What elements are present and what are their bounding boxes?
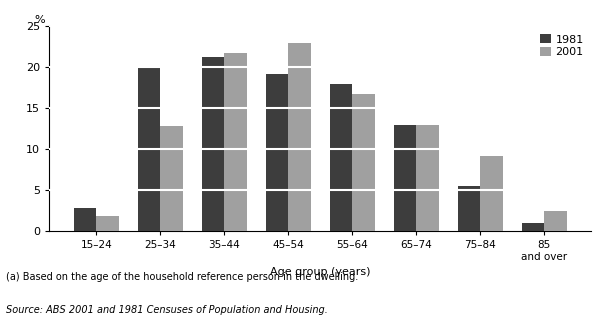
Bar <box>138 67 160 231</box>
Text: %: % <box>34 15 46 25</box>
Bar <box>480 156 503 231</box>
X-axis label: Age group (years): Age group (years) <box>270 267 371 277</box>
Bar <box>352 94 375 231</box>
Text: Source: ABS 2001 and 1981 Censuses of Population and Housing.: Source: ABS 2001 and 1981 Censuses of Po… <box>6 305 328 315</box>
Bar <box>458 186 480 231</box>
Bar <box>330 84 352 231</box>
Bar <box>545 211 567 231</box>
Legend: 1981, 2001: 1981, 2001 <box>538 32 586 59</box>
Bar <box>96 216 119 231</box>
Bar <box>266 74 288 231</box>
Bar <box>522 223 545 231</box>
Bar <box>74 208 96 231</box>
Bar <box>160 126 183 231</box>
Bar <box>202 57 224 231</box>
Bar <box>288 43 310 231</box>
Bar <box>416 125 439 231</box>
Bar <box>394 125 416 231</box>
Bar <box>224 53 247 231</box>
Text: (a) Based on the age of the household reference person in the dwelling.: (a) Based on the age of the household re… <box>6 272 359 282</box>
